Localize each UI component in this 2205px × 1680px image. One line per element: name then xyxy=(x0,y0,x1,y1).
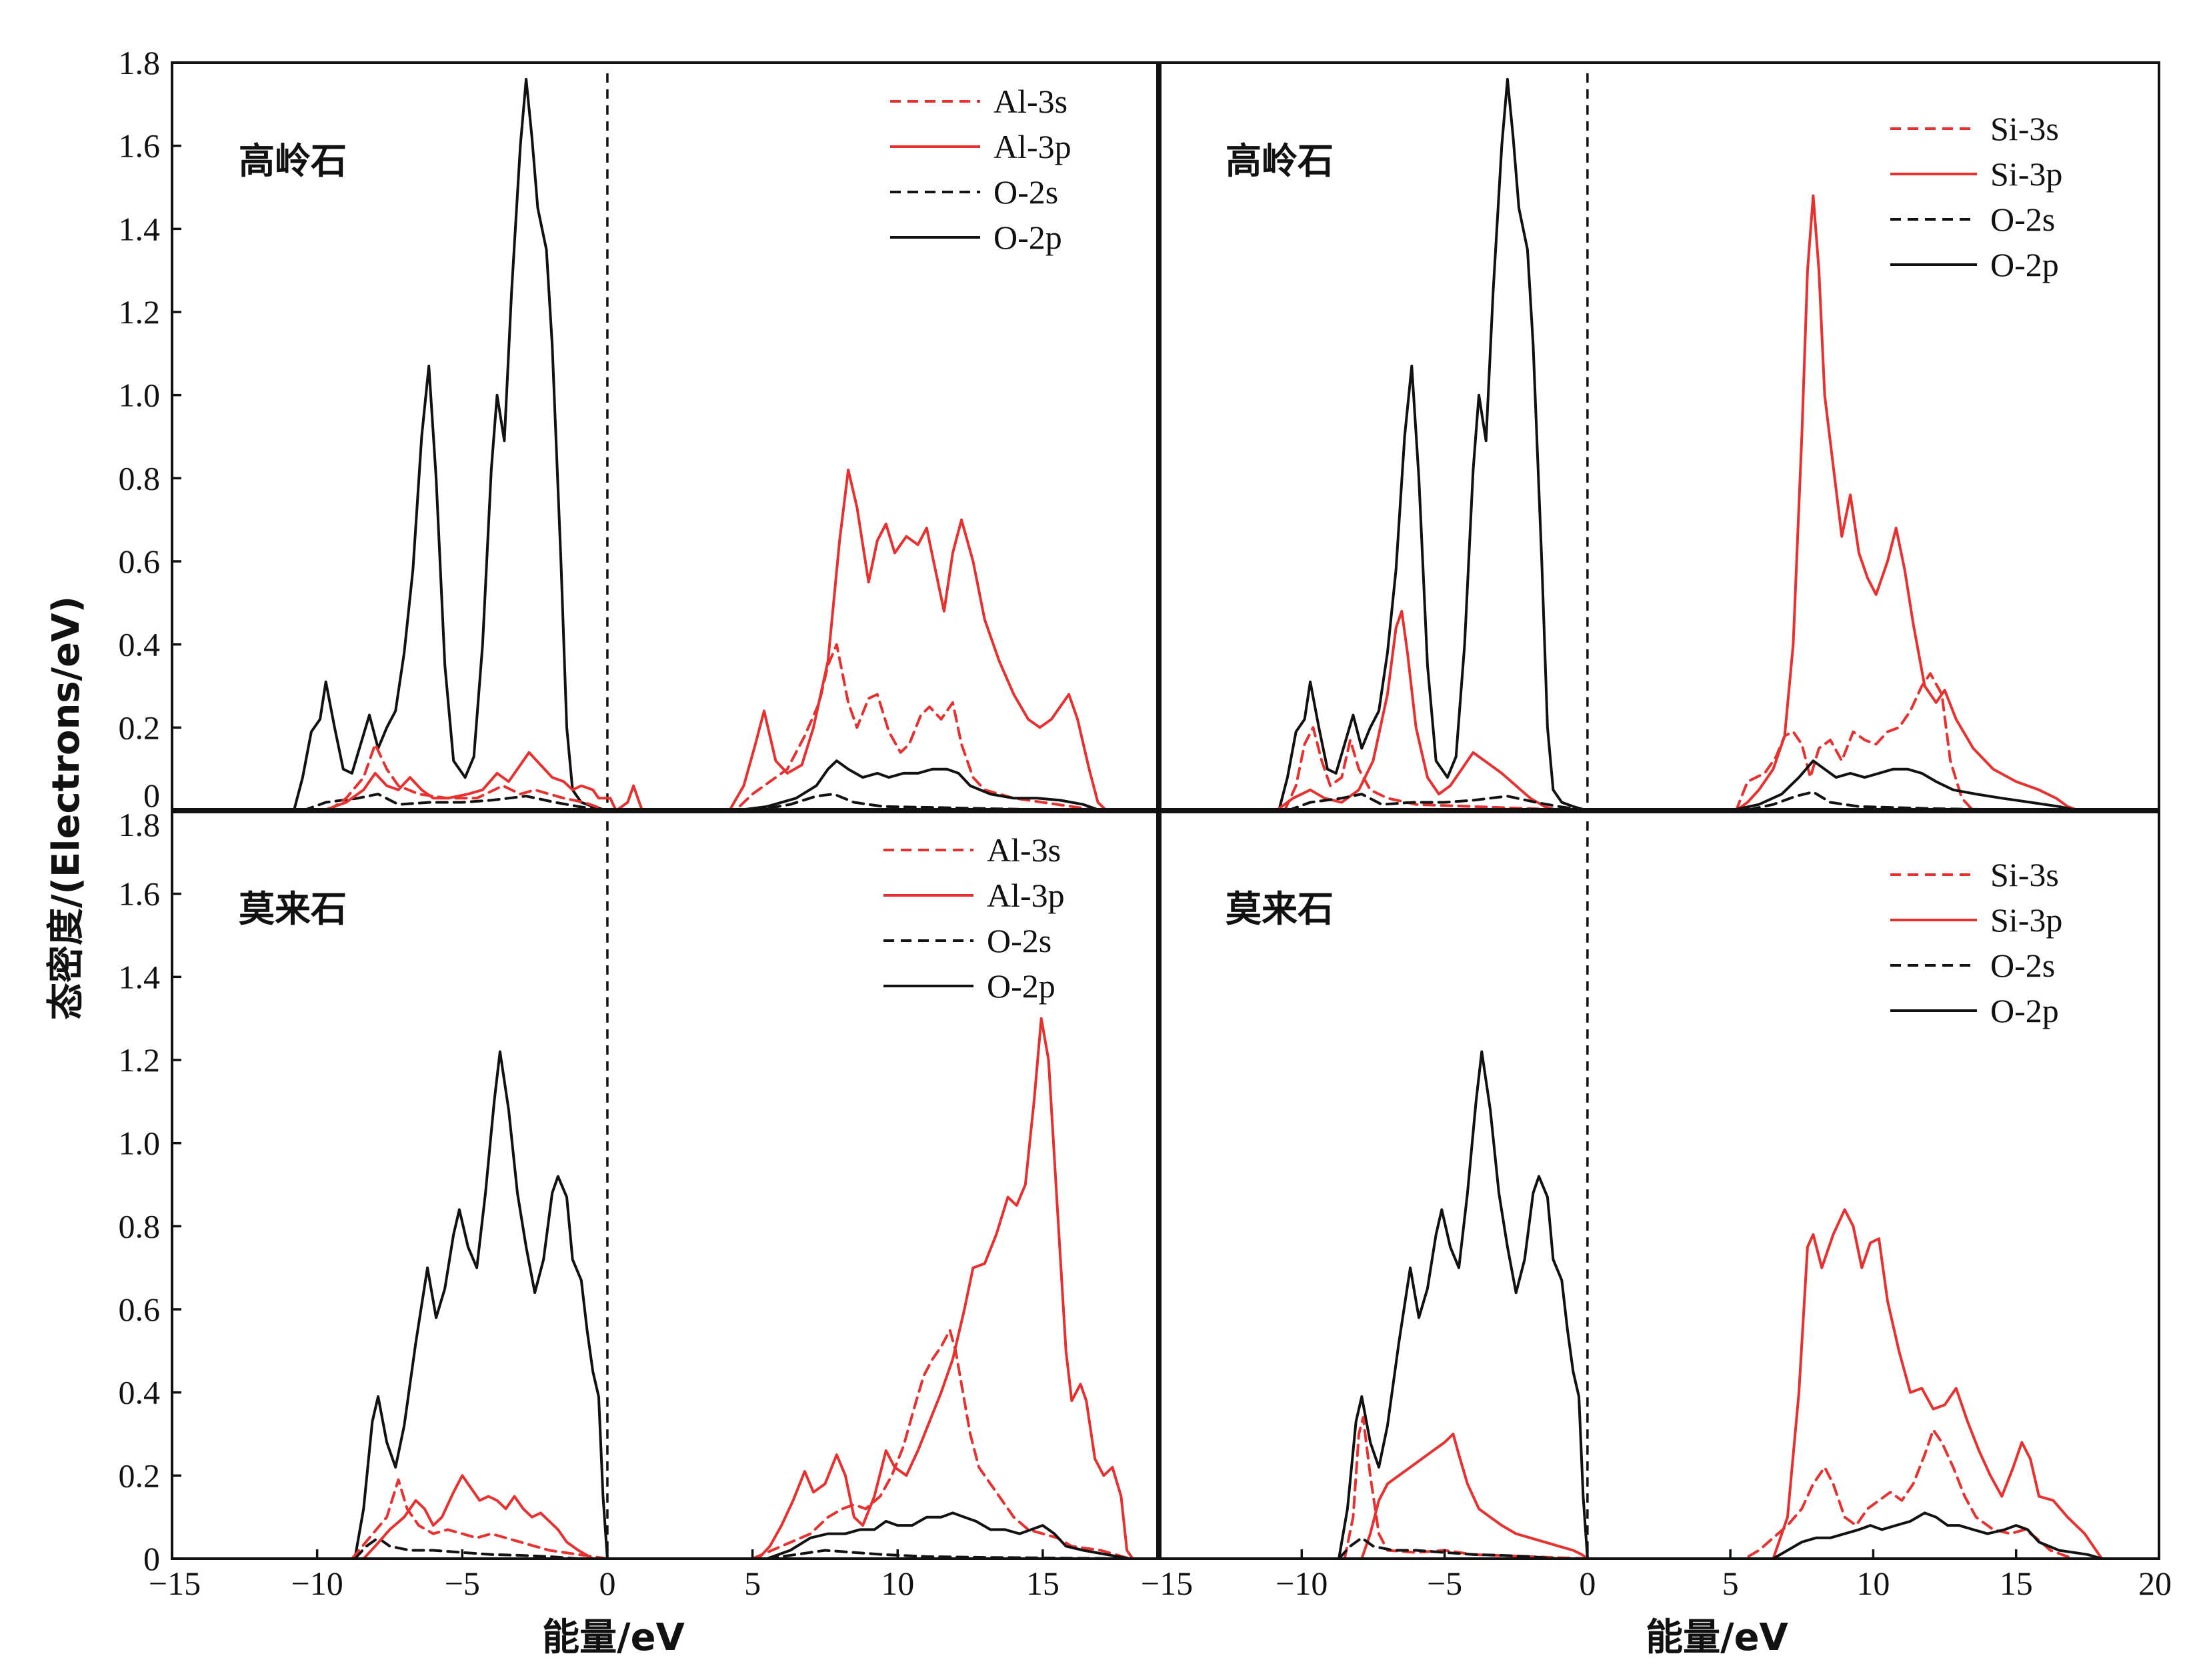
y-tick-label: 0 xyxy=(143,1540,160,1577)
series-o-2p-cb-line xyxy=(765,1511,1132,1560)
legend: Si-3s Si-3p O-2s O-2p xyxy=(1890,856,2062,1029)
series-o-2p-line xyxy=(353,1050,609,1560)
y-tick-label: 1.2 xyxy=(119,1041,161,1079)
panel-kaolinite-si: 高岭石 Si-3s Si-3p O-2s O-2p xyxy=(1226,73,2080,812)
x-tick-label: −5 xyxy=(445,1565,480,1602)
legend-label: Al-3s xyxy=(993,83,1067,120)
y-tick-label: 0.2 xyxy=(119,1457,161,1494)
series-o-2p-cb-line xyxy=(733,759,1102,812)
y-tick-label: 0.2 xyxy=(119,709,161,746)
x-axis-title-left: 能量/eV xyxy=(542,1616,685,1659)
legend-label: Si-3s xyxy=(1990,856,2059,893)
legend-label: O-2p xyxy=(1990,246,2059,283)
series-si-3p-line xyxy=(1360,1208,2104,1560)
y-tick-label: 0.6 xyxy=(119,1291,161,1328)
legend-label: Al-3p xyxy=(987,877,1065,914)
x-tick-label: 10 xyxy=(1856,1565,1890,1602)
y-tick-label: 1.0 xyxy=(119,377,161,414)
x-tick-label: 0 xyxy=(1579,1565,1596,1602)
y-axis-title: 态密度/(Electrons/eV) xyxy=(45,596,88,1020)
y-tick-label: 1.4 xyxy=(119,958,161,995)
y-tick-label: 0.4 xyxy=(119,626,161,663)
legend-label: Al-3p xyxy=(993,128,1071,165)
y-tick-label: 1.6 xyxy=(119,127,161,165)
x-tick-label: −10 xyxy=(1276,1565,1328,1602)
panels-layer: 高岭石 Al-3s Al-3p O-2s O-2p 高岭石 Si-3s Si-3p O-2s O-… xyxy=(239,73,2104,1560)
legend-label: O-2s xyxy=(1990,201,2055,238)
y-tick-label: 0.8 xyxy=(119,459,161,497)
legend-label: O-2s xyxy=(1990,947,2055,984)
panel-kaolinite-al: 高岭石 Al-3s Al-3p O-2s O-2p xyxy=(239,73,1108,812)
legend-label: Al-3s xyxy=(987,831,1061,869)
series-o-2p-line xyxy=(1338,1050,1589,1560)
series-o-2s-cb-line xyxy=(765,1549,1132,1560)
series-o-2s-line xyxy=(353,1536,609,1560)
x-tick-label: 5 xyxy=(744,1565,761,1602)
series-o-2p-line xyxy=(1278,77,1589,812)
y-tick-label: 1.8 xyxy=(119,806,161,843)
x-tick-label: 0 xyxy=(599,1565,615,1602)
y-tick-label: 0.8 xyxy=(119,1207,161,1245)
legend-label: O-2p xyxy=(993,219,1062,256)
x-tick-label: −10 xyxy=(291,1565,343,1602)
y-tick-label: 1.4 xyxy=(119,210,161,247)
y-tick-label: 0 xyxy=(143,777,160,814)
legend: Al-3s Al-3p O-2s O-2p xyxy=(883,831,1065,1005)
series-o-2p-line xyxy=(292,77,609,812)
frame-layer xyxy=(171,61,2160,1560)
text-layer: 态密度/(Electrons/eV) 能量/eV 能量/eV 1.8 1.6 1.4… xyxy=(45,44,2172,1659)
x-tick-label: −15 xyxy=(1141,1565,1193,1602)
series-o-2p-cb-line xyxy=(1772,1511,2104,1560)
y-tick-label: 1.6 xyxy=(119,875,161,913)
x-tick-label: −5 xyxy=(1427,1565,1462,1602)
legend-label: Si-3p xyxy=(1990,901,2062,939)
series-al-3p-line xyxy=(362,1017,1134,1560)
x-tick-label: 5 xyxy=(1722,1565,1739,1602)
y-tick-label: 1.8 xyxy=(119,44,161,81)
series-al-3p-line xyxy=(321,468,1108,812)
legend: Al-3s Al-3p O-2s O-2p xyxy=(890,83,1071,256)
x-axis-title-right: 能量/eV xyxy=(1646,1616,1788,1659)
series-al-3s-line xyxy=(350,1329,1132,1560)
x-tick-label: −15 xyxy=(149,1565,201,1602)
panel-mullite-si: 莫来石 Si-3s Si-3p O-2s O-2p xyxy=(1226,821,2104,1560)
x-tick-label: 10 xyxy=(881,1565,914,1602)
series-o-2p-cb-line xyxy=(1729,759,2080,812)
y-tick-label: 1.2 xyxy=(119,293,161,331)
panel-mullite-al: 莫来石 Al-3s Al-3p O-2s O-2p xyxy=(239,821,1134,1560)
x-tick-label: 15 xyxy=(2000,1565,2033,1602)
series-si-3s-line xyxy=(1283,672,1975,812)
y-tick-label: 0.4 xyxy=(119,1374,161,1411)
panel-label: 高岭石 xyxy=(1226,140,1334,182)
legend-label: O-2s xyxy=(993,173,1058,211)
y-tick-label: 0.6 xyxy=(119,543,161,580)
panel-label: 高岭石 xyxy=(239,140,347,182)
y-tick-label: 1.0 xyxy=(119,1125,161,1162)
panel-label: 莫来石 xyxy=(1226,888,1334,930)
x-tick-label: 20 xyxy=(2138,1565,2172,1602)
legend-label: Si-3p xyxy=(1990,155,2062,193)
series-o-2s-line xyxy=(1286,791,2075,812)
x-tick-label: 15 xyxy=(1026,1565,1059,1602)
legend-label: O-2s xyxy=(987,922,1051,959)
legend-label: O-2p xyxy=(1990,992,2059,1029)
legend: Si-3s Si-3p O-2s O-2p xyxy=(1890,110,2062,283)
legend-label: O-2p xyxy=(987,967,1055,1005)
series-al-3s-line xyxy=(327,643,1102,812)
legend-label: Si-3s xyxy=(1990,110,2059,147)
series-o-2s-line xyxy=(1338,1536,1589,1560)
panel-label: 莫来石 xyxy=(239,888,347,930)
